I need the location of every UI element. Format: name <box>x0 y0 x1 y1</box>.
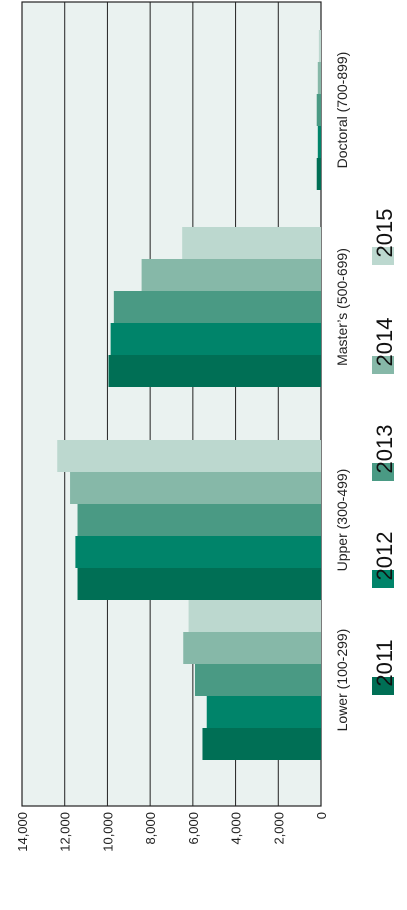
tick-label: 4,000 <box>229 812 244 845</box>
bars <box>57 30 322 760</box>
legend-label: 2014 <box>372 318 397 367</box>
tick-label: 0 <box>314 812 329 819</box>
bar <box>206 696 321 728</box>
tick-labels: 0 2,000 4,000 6,000 8,000 10,000 12,000 14,000 <box>15 812 329 852</box>
bar <box>108 355 321 387</box>
category-label: Master’s (500-699) <box>334 248 350 366</box>
bar <box>317 62 321 94</box>
bar <box>188 600 321 632</box>
tick-label: 2,000 <box>271 812 286 845</box>
tick-label: 10,000 <box>100 812 115 852</box>
bar <box>70 472 321 504</box>
bar <box>202 728 321 760</box>
bar <box>77 504 322 536</box>
bar <box>113 291 321 323</box>
legend-label: 2011 <box>372 639 397 686</box>
bar <box>75 536 322 568</box>
legend-label: 2015 <box>372 209 397 258</box>
legend-swatch <box>372 247 394 265</box>
bar <box>57 440 321 472</box>
bar <box>183 632 321 664</box>
legend-label: 2013 <box>372 425 397 474</box>
bar <box>110 323 321 355</box>
bar <box>316 94 321 126</box>
bar <box>77 568 322 600</box>
bar <box>194 664 321 696</box>
bar <box>316 158 321 190</box>
legend-label: 2012 <box>372 532 397 581</box>
legend-swatch <box>372 570 394 588</box>
legend-swatch <box>372 677 394 695</box>
legend-swatch <box>372 356 394 374</box>
tick-label: 8,000 <box>143 812 158 845</box>
category-label: Lower (100-299) <box>334 629 350 732</box>
tick-label: 12,000 <box>58 812 73 852</box>
tick-label: 6,000 <box>186 812 201 845</box>
tick-label: 14,000 <box>15 812 30 852</box>
bar <box>182 227 321 259</box>
category-label: Upper (300-499) <box>334 469 350 572</box>
legend-swatch <box>372 463 394 481</box>
bar <box>141 259 321 291</box>
category-labels: Lower (100-299) Upper (300-499) Master’s (… <box>334 52 350 732</box>
category-label: Doctoral (700-899) <box>334 52 350 169</box>
legend: 2011 2012 2013 2014 2015 <box>372 209 397 695</box>
bar <box>318 30 321 62</box>
bar <box>317 126 321 158</box>
